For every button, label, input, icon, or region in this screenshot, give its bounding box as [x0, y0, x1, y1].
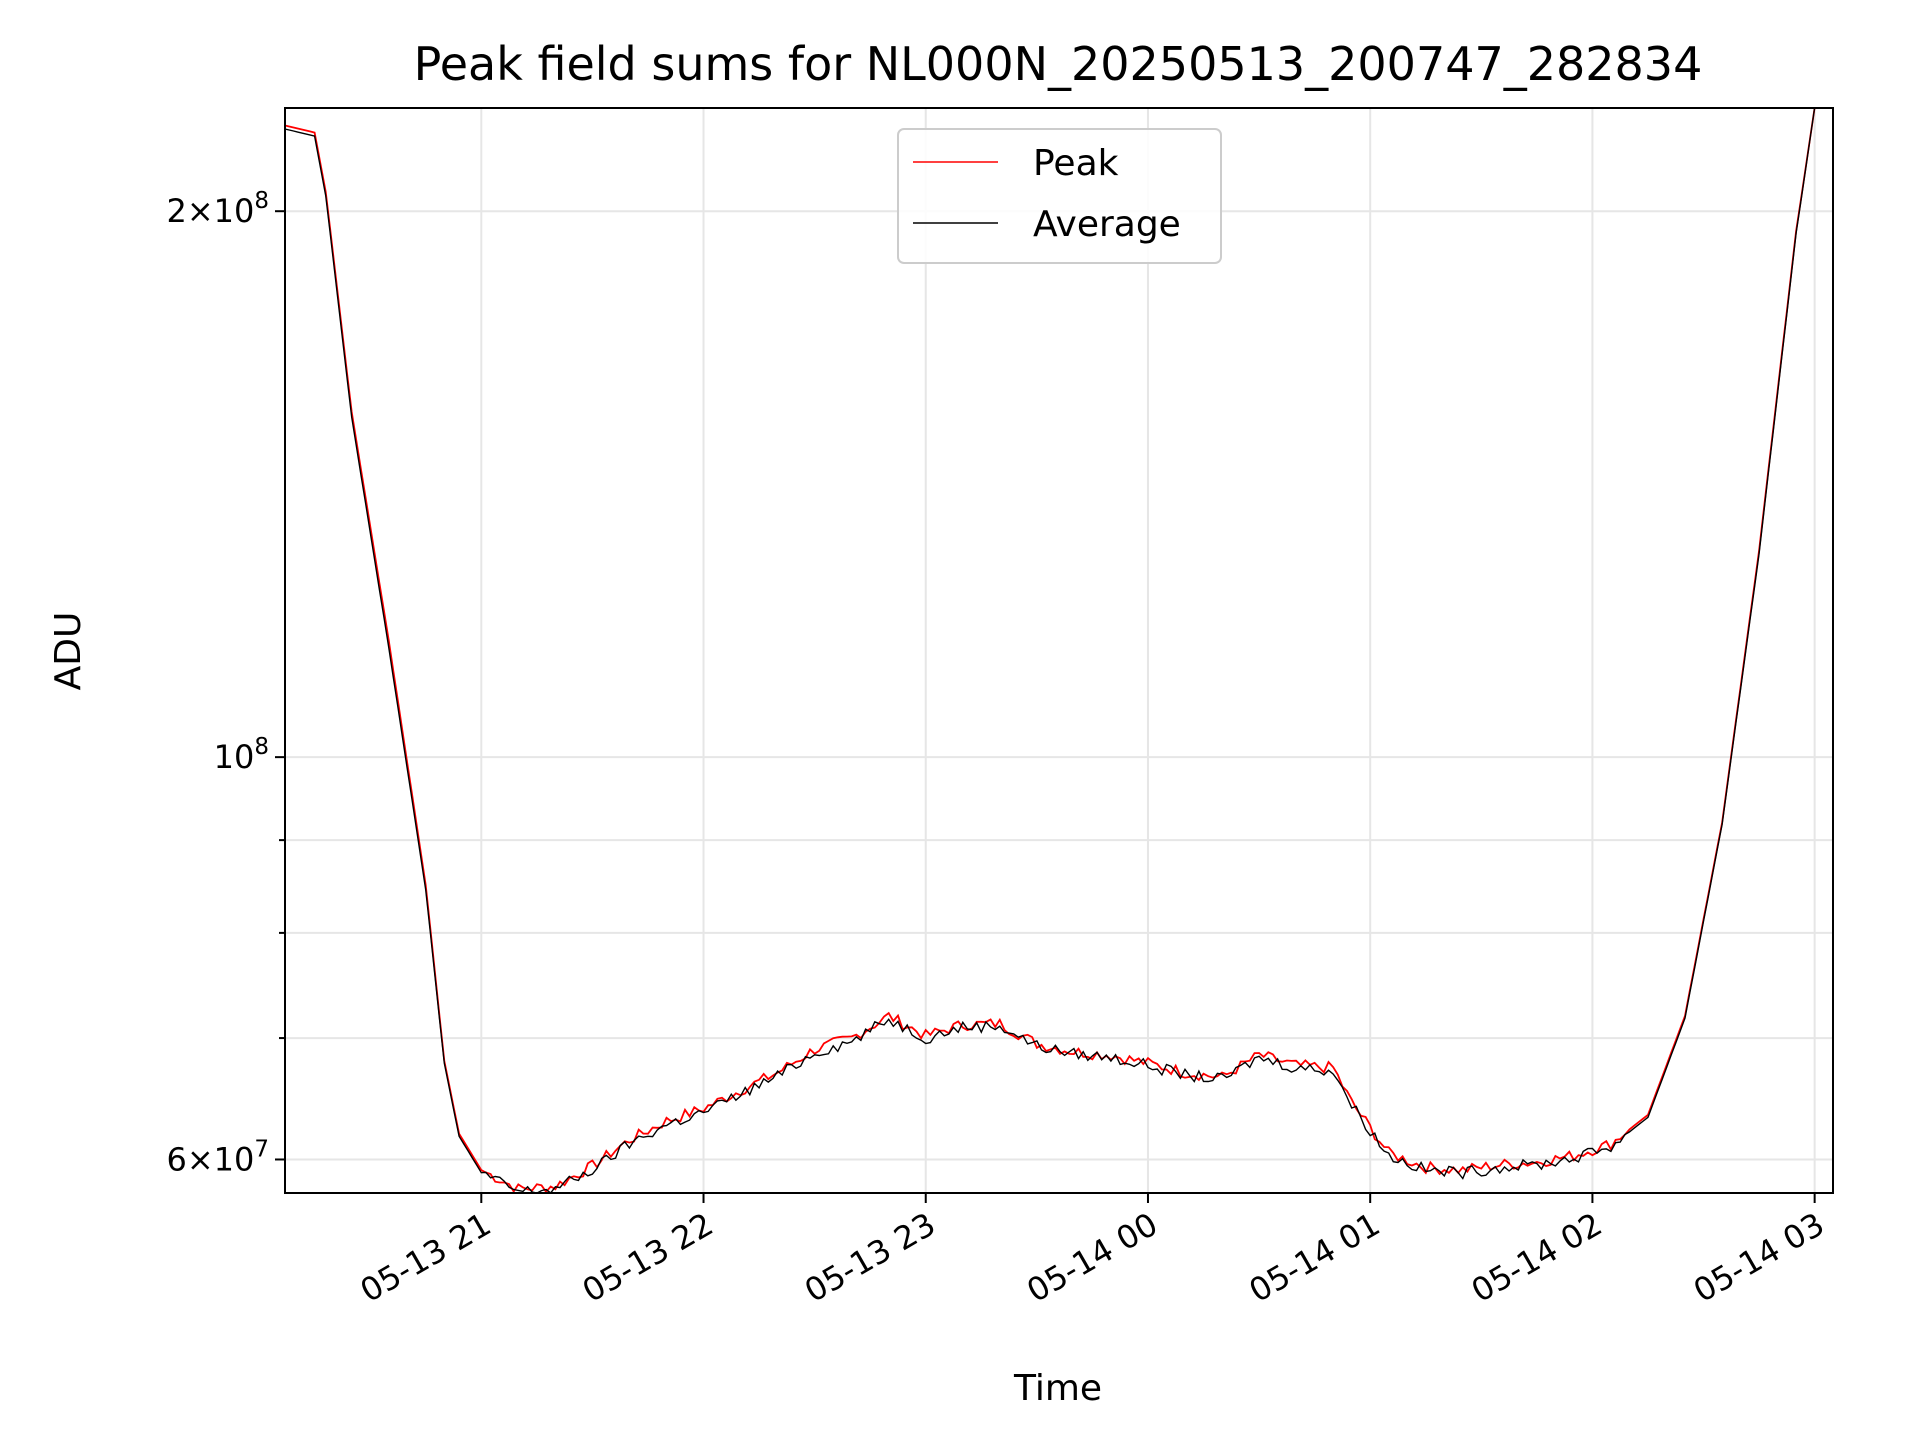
y-tick-label: 6×107	[166, 1136, 269, 1178]
y-tick-label: 108	[214, 734, 269, 776]
y-axis: 6×107 108 2×108	[166, 188, 285, 1178]
y-axis-label: ADU	[48, 612, 89, 691]
plot-frame	[284, 107, 1834, 1194]
legend-label-average: Average	[1033, 204, 1181, 245]
chart-title: Peak field sums for NL000N_20250513_2007…	[414, 37, 1703, 91]
x-axis-label: Time	[1013, 1368, 1102, 1409]
series-line-peak	[285, 108, 1816, 1193]
y-tick-label: 2×108	[166, 188, 269, 230]
plot-background	[285, 108, 1833, 1193]
plot-area	[284, 107, 1834, 1194]
legend: Peak Average	[897, 128, 1222, 264]
legend-label-peak: Peak	[1033, 143, 1119, 184]
